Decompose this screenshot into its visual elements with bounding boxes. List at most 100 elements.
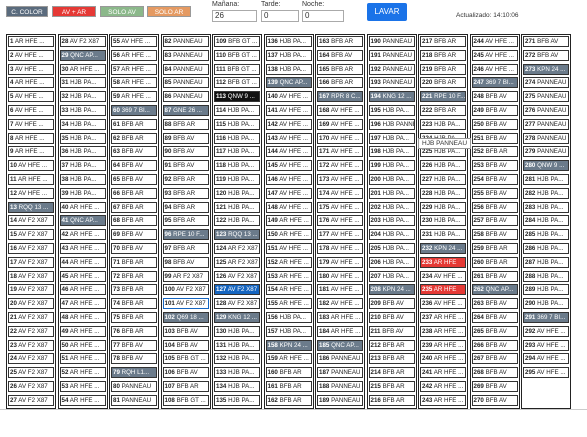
slot-cell[interactable]: 27 AV F2 X87 [8, 394, 54, 406]
slot-cell[interactable]: 8 AR HFE ... [8, 132, 54, 144]
slot-cell[interactable]: 184 AR HFE ... [317, 325, 363, 337]
slot-cell[interactable]: 286 HJB PA... [523, 243, 569, 254]
slot-cell[interactable]: 192 PANNEAU [368, 63, 415, 75]
slot-cell[interactable]: 145 AV HFE ... [265, 160, 312, 172]
slot-cell[interactable]: 16 AV F2 X87 [8, 243, 54, 254]
slot-cell[interactable]: 38 HJB PA... [59, 174, 106, 185]
slot-cell[interactable]: 201 HJB PA... [368, 187, 415, 199]
slot-cell[interactable]: 258 BFB AV [471, 229, 518, 241]
slot-cell[interactable]: 275 PANNEAU [523, 91, 569, 103]
slot-cell[interactable]: 209 BFB AV [368, 298, 415, 310]
slot-cell[interactable]: 174 AV HFE ... [317, 187, 363, 199]
slot-cell[interactable]: 265 BFB AV [471, 325, 518, 337]
slot-cell[interactable]: 150 AR HFE ... [265, 229, 312, 241]
slot-cell[interactable]: 104 BFB AV [162, 339, 209, 351]
slot-cell[interactable]: 53 AR HFE ... [59, 381, 106, 392]
slot-cell[interactable]: 7 AV HFE ... [8, 118, 54, 130]
slot-cell[interactable]: 219 BFB AR [420, 63, 466, 75]
slot-cell[interactable]: 1 AR HFE ... [8, 36, 54, 47]
slot-cell[interactable]: 199 HJB PA... [368, 160, 415, 172]
slot-cell[interactable]: 246 AV HFE ... [471, 63, 518, 75]
slot-cell[interactable]: 259 BFB AR [471, 243, 518, 254]
slot-cell[interactable]: 99 AR F2 X87 [162, 270, 209, 282]
slot-cell[interactable]: 149 AR HFE ... [265, 215, 312, 227]
slot-cell[interactable]: 238 AR HFE ... [420, 325, 466, 337]
slot-cell[interactable]: 227 HJB PA... [420, 174, 466, 185]
slot-cell[interactable]: 214 BFB AR [368, 367, 415, 379]
slot-cell[interactable]: 6 AV HFE ... [8, 105, 54, 116]
slot-cell[interactable]: 188 PANNEAU [317, 381, 363, 392]
slot-cell[interactable]: 132 HJB PA... [214, 353, 260, 365]
slot-cell[interactable]: 117 HJB PA... [214, 146, 260, 158]
slot-cell[interactable]: 269 BFB AV [471, 381, 518, 392]
slot-cell[interactable]: 182 AV HFE ... [317, 298, 363, 310]
slot-cell[interactable]: 10 AV HFE ... [8, 160, 54, 172]
slot-cell[interactable]: 268 BFB AV [471, 367, 518, 379]
slot-cell[interactable]: 278 PANNEAU [523, 132, 569, 144]
slot-cell[interactable]: 177 AV HFE ... [317, 229, 363, 241]
slot-cell[interactable]: 76 BFB AR [111, 325, 157, 337]
slot-cell[interactable]: 87 GNE 26 ... [162, 105, 209, 116]
slot-cell[interactable]: 103 BFB AV [162, 325, 209, 337]
slot-cell[interactable]: 24 AV F2 X87 [8, 353, 54, 365]
slot-cell[interactable]: 255 BFB AV [471, 187, 518, 199]
slot-cell[interactable]: 131 HJB PA... [214, 339, 260, 351]
slot-cell[interactable]: 21 AV F2 X87 [8, 312, 54, 323]
slot-cell[interactable]: 61 BFB AR [111, 118, 157, 130]
slot-cell[interactable]: 85 PANNEAU [162, 77, 209, 89]
slot-cell[interactable]: 242 AR HFE ... [420, 381, 466, 392]
slot-cell[interactable]: 203 HJB PA... [368, 215, 415, 227]
slot-cell[interactable]: 15 AV F2 X87 [8, 229, 54, 241]
slot-cell[interactable]: 295 AV HFE ... [523, 367, 569, 379]
slot-cell[interactable]: 162 BFB AR [265, 394, 312, 406]
slot-cell[interactable]: 22 AV F2 X87 [8, 325, 54, 337]
slot-cell[interactable]: 253 BFB AV [471, 160, 518, 172]
slot-cell[interactable]: 18 AV F2 X87 [8, 270, 54, 282]
slot-cell[interactable]: 260 BFB AR [471, 256, 518, 268]
slot-cell[interactable]: 20 AV F2 X87 [8, 298, 54, 310]
slot-cell[interactable]: 261 BFB AV [471, 270, 518, 282]
slot-cell[interactable]: 171 AV HFE ... [317, 146, 363, 158]
slot-cell[interactable]: 39 HJB PA... [59, 187, 106, 199]
slot-cell[interactable]: 4 AR HFE ... [8, 77, 54, 89]
slot-cell[interactable]: 249 BFB AV [471, 105, 518, 116]
slot-cell[interactable]: 37 HJB PA... [59, 160, 106, 172]
slot-cell[interactable]: 95 BFB AR [162, 215, 209, 227]
slot-cell[interactable]: 5 AV HFE ... [8, 91, 54, 103]
slot-cell[interactable]: 13 RQQ 13 ... [8, 201, 54, 213]
lavar-button[interactable]: LAVAR [367, 3, 407, 21]
slot-cell[interactable]: 267 BFB AV [471, 353, 518, 365]
slot-cell[interactable]: 240 AR HFE ... [420, 353, 466, 365]
slot-cell[interactable]: 283 HJB PA... [523, 201, 569, 213]
slot-cell[interactable]: 56 AR HFE ... [111, 49, 157, 61]
slot-cell[interactable]: 156 HJB PA... [265, 312, 312, 323]
slot-cell[interactable]: 107 BFB AR [162, 381, 209, 392]
slot-cell[interactable]: 86 PANNEAU [162, 91, 209, 103]
slot-cell[interactable]: 284 HJB PA... [523, 215, 569, 227]
slot-cell[interactable]: 102 Q69 18 ... [162, 312, 209, 323]
morning-input[interactable]: 26 [212, 10, 257, 22]
slot-cell[interactable]: 110 BFB GT ... [214, 49, 260, 61]
slot-cell[interactable]: 126 AV F2 X87 [214, 270, 260, 282]
slot-cell[interactable]: 193 PANNEAU [368, 77, 415, 89]
slot-cell[interactable]: 142 AV HFE ... [265, 118, 312, 130]
slot-cell[interactable]: 32 HJB PA... [59, 91, 106, 103]
slot-cell[interactable]: 112 BFB GT ... [214, 77, 260, 89]
slot-cell[interactable]: 46 AR HFE ... [59, 284, 106, 296]
slot-cell[interactable]: 41 QNC AP... [59, 215, 106, 227]
slot-cell[interactable]: 28 AV F2 X87 [59, 36, 106, 47]
slot-cell[interactable]: 148 AV HFE ... [265, 201, 312, 213]
slot-cell[interactable]: 277 PANNEAU [523, 118, 569, 130]
slot-cell[interactable]: 26 AV F2 X87 [8, 381, 54, 392]
slot-cell[interactable]: 143 AV HFE ... [265, 132, 312, 144]
slot-cell[interactable]: 180 AV HFE ... [317, 270, 363, 282]
slot-cell[interactable]: 68 BFB AR [111, 215, 157, 227]
slot-cell[interactable]: 281 HJB PA... [523, 174, 569, 185]
slot-cell[interactable]: 154 AR HFE ... [265, 284, 312, 296]
slot-cell[interactable]: 247 369 7 BI... [471, 77, 518, 89]
slot-cell[interactable]: 189 PANNEAU [317, 394, 363, 406]
slot-cell[interactable]: 280 QNW 9 ... [523, 160, 569, 172]
slot-cell[interactable]: 93 BFB AR [162, 187, 209, 199]
slot-cell[interactable]: 33 HJB PA... [59, 105, 106, 116]
slot-cell[interactable]: 29 QNC AP... [59, 49, 106, 61]
